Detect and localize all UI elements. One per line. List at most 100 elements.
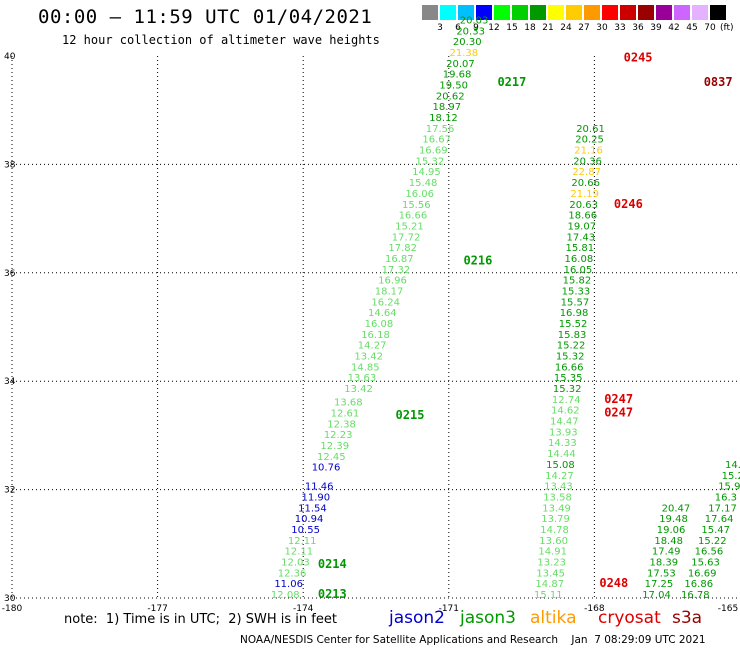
wave-height-value: 16.06	[405, 189, 434, 200]
colorbar-tick-label: 33	[614, 23, 626, 33]
wave-height-value: 15.9	[718, 482, 740, 493]
wave-height-value: 14.91	[538, 547, 567, 558]
wave-height-value: 14.95	[412, 167, 441, 178]
wave-height-value: 13.79	[541, 514, 570, 525]
colorbar-tick-label: 70	[704, 23, 716, 33]
wave-height-value: 14.33	[548, 438, 577, 449]
wave-height-value: 20.07	[446, 59, 475, 70]
wave-height-value: 14.62	[551, 406, 580, 417]
wave-height-value: 14.44	[547, 449, 576, 460]
wave-height-value: 21.16	[574, 146, 603, 157]
colorbar-unit: (ft)	[720, 23, 734, 33]
x-tick-label: -180	[2, 604, 23, 614]
wave-height-value: 17.04	[642, 590, 671, 601]
x-tick-label: -174	[293, 604, 314, 614]
colorbar-swatch	[440, 5, 457, 20]
wave-height-value: 18.97	[433, 102, 462, 113]
colorbar-swatch	[674, 5, 691, 20]
units-note: note: 1) Time is in UTC; 2) SWH is in fe…	[64, 612, 337, 627]
wave-height-value: 16.66	[555, 362, 584, 373]
wave-height-value: 10.94	[295, 514, 324, 525]
wave-height-value: 20.66	[571, 178, 600, 189]
satellite-jason3: jason3	[460, 608, 516, 628]
pass-time-label: 0216	[463, 254, 492, 268]
wave-height-value: 16.08	[565, 254, 594, 265]
wave-height-value: 15.32	[556, 352, 585, 363]
wave-height-value: 15.63	[691, 557, 720, 568]
wave-height-value: 20.47	[662, 503, 691, 514]
colorbar-swatch	[710, 5, 727, 20]
wave-height-value: 17.72	[392, 232, 421, 243]
colorbar-swatch	[692, 5, 709, 20]
wave-height-value: 15.21	[395, 221, 424, 232]
wave-height-value: 10.76	[312, 463, 341, 474]
wave-height-value: 12.74	[552, 395, 581, 406]
wave-height-value: 12.45	[317, 452, 346, 463]
wave-height-value: 14.27	[545, 471, 574, 482]
pass-time-label: 0214	[318, 557, 347, 571]
wave-height-value: 16.18	[361, 330, 390, 341]
y-tick-label: 32	[4, 486, 15, 496]
wave-height-value: 20.03	[460, 15, 489, 26]
wave-height-value: 12.11	[285, 547, 314, 558]
colorbar-swatch	[602, 5, 619, 20]
y-tick-label: 40	[4, 52, 16, 62]
wave-height-value: 13.42	[354, 352, 383, 363]
wave-height-value: 11.90	[301, 492, 330, 503]
wave-height-value: 21.19	[570, 189, 599, 200]
x-tick-label: -177	[147, 604, 167, 614]
wave-height-value: 15.56	[402, 200, 431, 211]
wave-height-value: 17.56	[426, 124, 455, 135]
wave-height-value: 14.64	[368, 308, 397, 319]
colorbar-swatch	[512, 5, 529, 20]
wave-height-value: 16.96	[378, 276, 407, 287]
wave-height-value: 15.57	[561, 297, 590, 308]
colorbar-tick-label: 45	[686, 23, 698, 33]
chart-title: 00:00 – 11:59 UTC 01/04/2021	[38, 6, 373, 28]
y-tick-label: 34	[4, 377, 16, 387]
x-tick-label: -171	[439, 604, 459, 614]
wave-height-value: 15.33	[562, 286, 591, 297]
x-tick-label: -165	[718, 604, 738, 614]
y-tick-label: 36	[4, 269, 16, 279]
wave-height-value: 16.86	[684, 579, 713, 590]
wave-height-value: 15.52	[559, 319, 588, 330]
wave-height-value: 14.9	[725, 460, 740, 471]
wave-height-value: 12.39	[320, 441, 349, 452]
colorbar-swatch	[566, 5, 583, 20]
wave-height-value: 10.55	[291, 525, 320, 536]
wave-height-value: 12.03	[281, 557, 310, 568]
colorbar-swatch	[656, 5, 673, 20]
colorbar-tick-label: 3	[437, 23, 443, 33]
wave-height-value: 15.11	[534, 590, 563, 601]
colorbar-swatch	[620, 5, 637, 20]
wave-height-value: 19.68	[443, 70, 472, 81]
wave-height-value: 20.25	[575, 135, 604, 146]
wave-height-value: 20.30	[453, 37, 482, 48]
wave-height-value: 15.81	[566, 243, 595, 254]
wave-height-value: 17.32	[382, 265, 411, 276]
wave-height-value: 13.60	[539, 536, 568, 547]
wave-height-value: 15.32	[553, 384, 582, 395]
wave-height-value: 14.78	[540, 525, 569, 536]
pass-time-label: 0247	[604, 405, 633, 419]
pass-time-label: 0213	[318, 587, 347, 601]
wave-height-value: 13.43	[544, 482, 573, 493]
wave-height-value: 13.45	[536, 568, 565, 579]
satellite-s3a: s3a	[672, 608, 703, 628]
wave-height-value: 19.07	[567, 221, 596, 232]
wave-height-value: 14.87	[535, 579, 564, 590]
wave-height-value: 13.93	[549, 427, 578, 438]
wave-height-value: 16.69	[688, 568, 717, 579]
wave-height-value: 19.06	[657, 525, 686, 536]
wave-height-value: 20.63	[569, 200, 598, 211]
wave-height-value: 18.39	[649, 557, 678, 568]
wave-height-value: 17.64	[705, 514, 734, 525]
wave-height-value: 16.98	[560, 308, 589, 319]
x-tick-label: -168	[584, 604, 605, 614]
wave-height-value: 11.54	[298, 503, 327, 514]
pass-time-label: 0246	[614, 197, 643, 211]
pass-time-label: 0215	[396, 408, 425, 422]
wave-height-value: 14.27	[358, 341, 387, 352]
